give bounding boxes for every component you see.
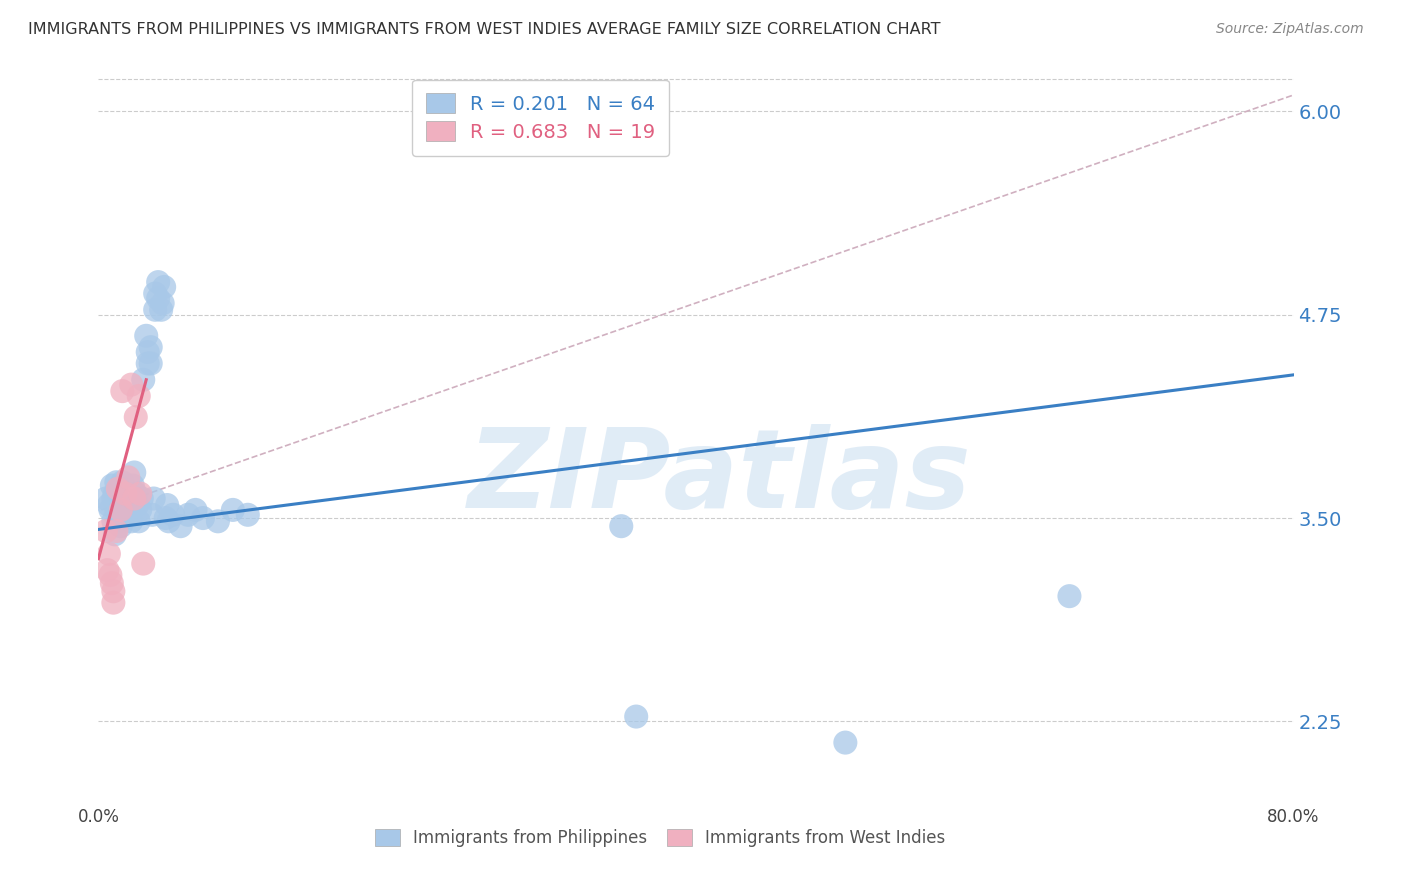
Point [169,519,191,533]
Point [104,527,127,541]
Point [610,519,633,533]
Point [125,410,148,425]
Point [111,491,134,506]
Point [132,373,155,387]
Point [120,377,142,392]
Point [128,514,150,528]
Point [150,302,173,317]
Point [94,524,117,538]
Point [139,356,162,370]
Point [105,475,128,490]
Point [626,709,648,723]
Point [184,503,207,517]
Text: ZIPatlas: ZIPatlas [468,424,972,531]
Point [97,498,120,512]
Point [125,486,148,500]
Point [101,576,124,591]
Point [118,503,141,517]
Point [114,511,136,525]
Point [128,389,150,403]
Legend: Immigrants from Philippines, Immigrants from West Indies: Immigrants from Philippines, Immigrants … [368,822,952,854]
Point [222,503,245,517]
Point [110,498,132,512]
Point [98,568,122,582]
Point [143,302,166,317]
Point [236,508,259,522]
Point [117,470,139,484]
Point [108,482,131,496]
Point [135,328,157,343]
Point [103,596,125,610]
Point [107,495,129,509]
Point [120,495,142,509]
Point [94,491,117,506]
Point [111,384,134,398]
Point [121,478,143,492]
Point [162,508,184,522]
Point [97,547,120,561]
Point [103,491,125,506]
Point [152,296,174,310]
Point [111,475,134,490]
Point [110,519,132,533]
Point [132,557,155,571]
Point [124,466,146,480]
Text: IMMIGRANTS FROM PHILIPPINES VS IMMIGRANTS FROM WEST INDIES AVERAGE FAMILY SIZE C: IMMIGRANTS FROM PHILIPPINES VS IMMIGRANT… [28,22,941,37]
Point [107,482,129,496]
Point [112,503,135,517]
Point [105,524,128,538]
Point [107,514,129,528]
Point [143,286,166,301]
Point [139,340,162,354]
Point [104,486,127,500]
Point [105,503,128,517]
Point [153,280,176,294]
Point [207,514,229,528]
Point [834,736,856,750]
Point [142,491,165,506]
Point [141,508,163,522]
Point [136,356,159,370]
Point [98,503,122,517]
Point [117,491,139,506]
Point [129,486,152,500]
Point [108,508,131,522]
Point [96,563,118,577]
Point [124,491,146,506]
Point [148,275,170,289]
Point [114,486,136,500]
Point [120,514,142,528]
Point [114,486,136,500]
Point [115,498,138,512]
Point [117,508,139,522]
Point [177,508,200,522]
Point [127,498,149,512]
Point [131,491,153,506]
Point [156,498,179,512]
Text: Source: ZipAtlas.com: Source: ZipAtlas.com [1216,22,1364,37]
Point [1059,589,1081,603]
Point [157,514,180,528]
Point [110,503,132,517]
Point [155,511,177,525]
Point [103,514,125,528]
Point [129,503,152,517]
Point [103,584,125,599]
Point [101,478,124,492]
Point [148,292,170,306]
Point [136,345,159,359]
Point [191,511,214,525]
